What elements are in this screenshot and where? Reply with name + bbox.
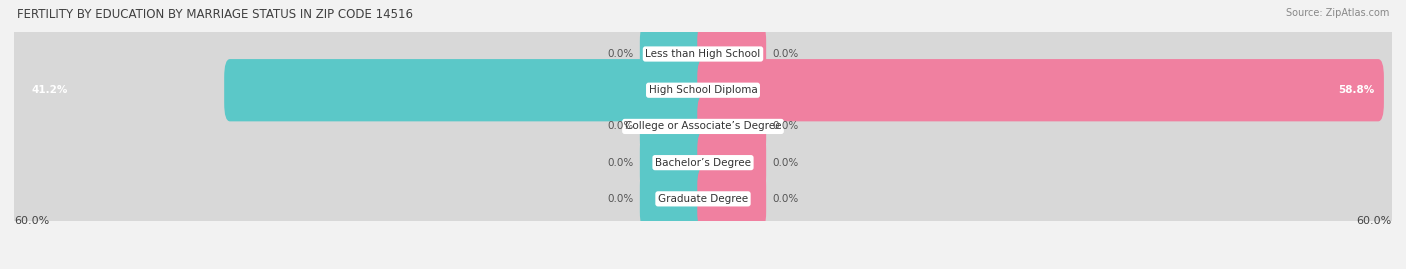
FancyBboxPatch shape: [8, 132, 709, 194]
Text: FERTILITY BY EDUCATION BY MARRIAGE STATUS IN ZIP CODE 14516: FERTILITY BY EDUCATION BY MARRIAGE STATU…: [17, 8, 413, 21]
FancyBboxPatch shape: [640, 23, 709, 85]
FancyBboxPatch shape: [697, 168, 1398, 230]
FancyBboxPatch shape: [697, 168, 766, 230]
FancyBboxPatch shape: [697, 23, 1398, 85]
Text: 60.0%: 60.0%: [1357, 215, 1392, 226]
Text: 0.0%: 0.0%: [772, 121, 799, 132]
FancyBboxPatch shape: [14, 183, 1392, 215]
Text: Less than High School: Less than High School: [645, 49, 761, 59]
Text: 0.0%: 0.0%: [772, 194, 799, 204]
FancyBboxPatch shape: [8, 59, 709, 121]
Text: 41.2%: 41.2%: [31, 85, 67, 95]
Text: High School Diploma: High School Diploma: [648, 85, 758, 95]
FancyBboxPatch shape: [697, 59, 1384, 121]
FancyBboxPatch shape: [640, 168, 709, 230]
FancyBboxPatch shape: [8, 168, 709, 230]
Text: 0.0%: 0.0%: [607, 158, 634, 168]
FancyBboxPatch shape: [640, 132, 709, 194]
Text: College or Associate’s Degree: College or Associate’s Degree: [624, 121, 782, 132]
Text: 0.0%: 0.0%: [772, 49, 799, 59]
Text: Source: ZipAtlas.com: Source: ZipAtlas.com: [1285, 8, 1389, 18]
FancyBboxPatch shape: [697, 132, 766, 194]
FancyBboxPatch shape: [640, 95, 709, 158]
FancyBboxPatch shape: [14, 74, 1392, 107]
FancyBboxPatch shape: [697, 132, 1398, 194]
FancyBboxPatch shape: [14, 110, 1392, 143]
FancyBboxPatch shape: [14, 146, 1392, 179]
FancyBboxPatch shape: [8, 95, 709, 158]
FancyBboxPatch shape: [697, 59, 1398, 121]
Text: 58.8%: 58.8%: [1339, 85, 1375, 95]
Text: 0.0%: 0.0%: [607, 194, 634, 204]
FancyBboxPatch shape: [697, 23, 766, 85]
Text: Bachelor’s Degree: Bachelor’s Degree: [655, 158, 751, 168]
FancyBboxPatch shape: [14, 38, 1392, 70]
Text: 0.0%: 0.0%: [607, 49, 634, 59]
FancyBboxPatch shape: [697, 95, 1398, 158]
Text: 0.0%: 0.0%: [607, 121, 634, 132]
Text: Graduate Degree: Graduate Degree: [658, 194, 748, 204]
Text: 60.0%: 60.0%: [14, 215, 49, 226]
FancyBboxPatch shape: [224, 59, 709, 121]
FancyBboxPatch shape: [697, 95, 766, 158]
FancyBboxPatch shape: [8, 23, 709, 85]
Text: 0.0%: 0.0%: [772, 158, 799, 168]
